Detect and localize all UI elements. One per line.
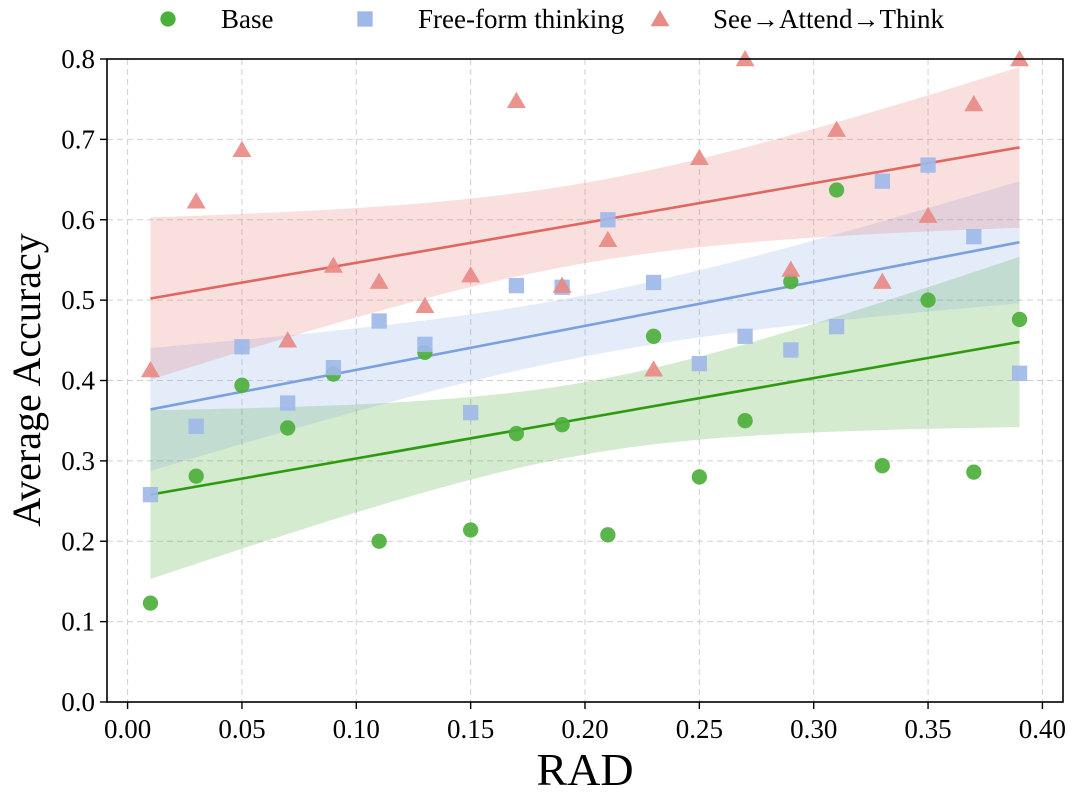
circle-point: [508, 425, 525, 442]
square-point: [280, 395, 296, 411]
legend-marker-circle: [160, 11, 176, 27]
y-tick-label: 0.4: [61, 366, 95, 396]
y-tick-label: 0.7: [61, 124, 95, 154]
triangle-point: [1010, 50, 1029, 67]
triangle-point: [644, 360, 664, 377]
x-tick-label: 0.10: [333, 714, 380, 744]
regression-line-1: [150, 240, 1020, 411]
legend: Base Free-form thinking See→Attend→Think: [160, 4, 944, 34]
triangle-point: [827, 120, 847, 137]
y-tick-label: 0.3: [61, 446, 95, 476]
x-tick-label: 0.15: [447, 714, 494, 744]
circle-point: [280, 420, 296, 436]
circle-point: [691, 469, 708, 485]
triangle-point: [186, 192, 206, 209]
triangle-point: [918, 206, 938, 223]
x-tick-label: 0.00: [104, 714, 151, 744]
x-tick-label: 0.05: [218, 714, 265, 744]
circle-point: [783, 273, 799, 290]
circle-point: [966, 464, 982, 480]
triangle-point: [461, 266, 481, 283]
circle-point: [828, 182, 845, 198]
square-point: [508, 278, 525, 294]
square-point: [188, 418, 204, 434]
square-point: [737, 328, 753, 344]
square-point: [874, 173, 890, 189]
triangle-point: [232, 140, 252, 158]
triangle-point: [872, 272, 892, 289]
legend-marker-square: [357, 11, 373, 27]
x-tick-label: 0.35: [904, 714, 951, 744]
triangle-point: [506, 91, 526, 108]
square-point: [600, 212, 616, 228]
legend-marker-triangle: [650, 10, 670, 27]
square-point: [966, 228, 982, 245]
y-tick-label: 0.8: [61, 44, 95, 74]
legend-label: See→Attend→Think: [713, 4, 944, 34]
y-axis-label: Average Accuracy: [4, 233, 49, 527]
legend-label: Free-form thinking: [418, 4, 624, 34]
triangle-point: [323, 256, 343, 273]
y-tick-label: 0.6: [61, 205, 95, 235]
triangle-point: [278, 331, 298, 348]
square-point: [1011, 365, 1028, 381]
y-axis-ticks: 0.0 0.1 0.2 0.3 0.4 0.5 0.6 0.7 0.8: [61, 44, 107, 717]
triangle-point: [415, 296, 435, 313]
y-tick-label: 0.2: [61, 526, 95, 556]
square-point: [691, 355, 708, 372]
triangle-point: [552, 276, 572, 293]
circle-point: [142, 595, 159, 611]
regression-lines: [150, 146, 1020, 496]
square-point: [828, 318, 845, 335]
x-axis-label: RAD: [536, 744, 633, 792]
regression-line-0: [150, 340, 1020, 496]
circle-point: [371, 533, 387, 549]
triangle-point: [369, 272, 389, 289]
circle-point: [188, 468, 204, 484]
y-tick-label: 0.5: [61, 285, 95, 315]
legend-label: Base: [221, 4, 274, 34]
circle-point: [554, 417, 570, 433]
x-tick-label: 0.20: [561, 714, 608, 744]
triangle-point: [141, 361, 160, 378]
triangle-point: [735, 50, 755, 67]
triangle-point: [964, 95, 984, 112]
circle-point: [920, 292, 936, 308]
circle-point: [234, 377, 250, 393]
y-tick-label: 0.0: [61, 687, 95, 717]
regression-line-2: [150, 146, 1020, 300]
square-point: [234, 339, 250, 355]
triangle-point: [689, 148, 709, 166]
data-points: [141, 50, 1029, 611]
y-tick-label: 0.1: [61, 607, 95, 637]
square-point: [462, 405, 479, 421]
circle-point: [645, 328, 662, 344]
circle-point: [874, 458, 890, 474]
circle-point: [600, 527, 616, 543]
square-point: [783, 342, 799, 358]
square-point: [142, 486, 159, 503]
square-point: [417, 336, 433, 352]
circle-point: [737, 413, 753, 429]
x-tick-label: 0.25: [676, 714, 723, 744]
x-axis-ticks: 0.00 0.05 0.10 0.15 0.20 0.25 0.30 0.35 0.40: [104, 702, 1066, 744]
triangle-point: [598, 230, 618, 248]
circle-point: [462, 522, 479, 538]
square-point: [645, 274, 662, 291]
x-tick-label: 0.30: [790, 714, 837, 744]
square-point: [325, 359, 342, 376]
triangle-point: [781, 260, 801, 277]
square-point: [371, 313, 387, 329]
circle-point: [1011, 311, 1028, 328]
x-tick-label: 0.40: [1019, 714, 1066, 744]
square-point: [920, 157, 936, 173]
